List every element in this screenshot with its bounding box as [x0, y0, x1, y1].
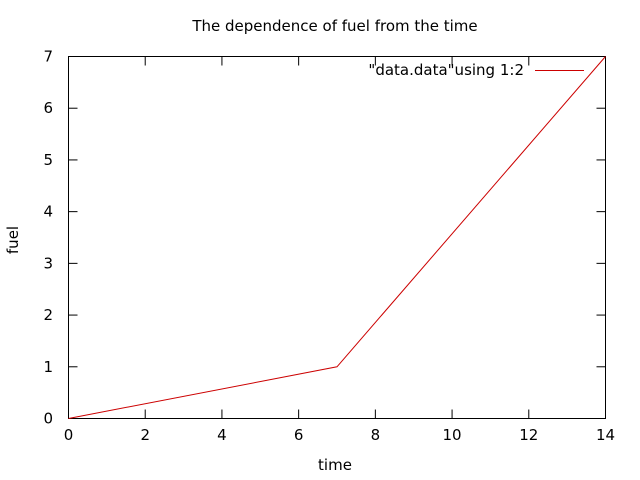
x-axis-ticks — [68, 56, 606, 419]
y-axis-tick-labels: 0 1 2 3 4 5 6 7 — [43, 48, 53, 428]
x-tick-label: 10 — [443, 426, 462, 444]
legend-label: "data.data"using 1:2 — [368, 61, 524, 79]
legend: "data.data"using 1:2 — [368, 61, 584, 79]
x-tick-label: 12 — [519, 426, 538, 444]
y-tick-label: 4 — [43, 203, 53, 221]
y-axis-label: fuel — [4, 226, 22, 254]
y-tick-label: 1 — [43, 358, 53, 376]
y-tick-label: 0 — [43, 410, 53, 428]
x-axis-label: time — [318, 456, 352, 474]
y-tick-label: 3 — [43, 254, 53, 272]
y-axis-ticks — [68, 56, 606, 419]
y-tick-label: 5 — [43, 151, 53, 169]
x-tick-label: 6 — [294, 426, 304, 444]
series-layer — [68, 56, 606, 419]
chart-title: The dependence of fuel from the time — [191, 17, 477, 35]
y-tick-label: 7 — [43, 48, 53, 66]
y-tick-label: 2 — [43, 306, 53, 324]
x-tick-label: 2 — [140, 426, 150, 444]
plot-frame — [68, 56, 606, 419]
x-tick-label: 8 — [371, 426, 381, 444]
x-axis-tick-labels: 0 2 4 6 8 10 12 14 — [64, 426, 615, 444]
x-tick-label: 0 — [64, 426, 74, 444]
x-tick-label: 4 — [217, 426, 227, 444]
series-line — [68, 56, 606, 419]
y-tick-label: 6 — [43, 99, 53, 117]
x-tick-label: 14 — [596, 426, 615, 444]
